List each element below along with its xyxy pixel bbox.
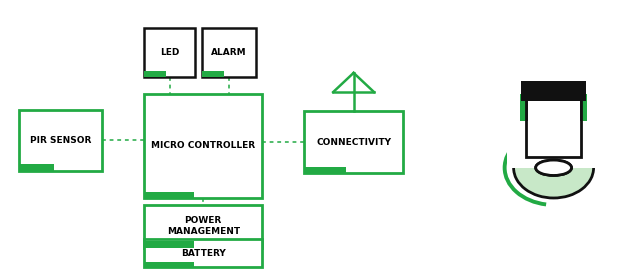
FancyBboxPatch shape [202,28,256,77]
FancyBboxPatch shape [581,94,588,160]
Text: CONNECTIVITY: CONNECTIVITY [316,138,391,147]
Circle shape [536,160,572,175]
FancyBboxPatch shape [144,262,194,267]
FancyBboxPatch shape [304,167,346,173]
Text: ALARM: ALARM [211,48,246,57]
Text: LED: LED [160,48,179,57]
FancyBboxPatch shape [144,205,262,248]
Text: POWER
MANAGEMENT: POWER MANAGEMENT [166,216,240,236]
FancyBboxPatch shape [144,239,262,267]
FancyBboxPatch shape [202,71,225,77]
FancyBboxPatch shape [526,96,581,157]
FancyBboxPatch shape [507,121,600,168]
FancyBboxPatch shape [520,94,526,160]
Ellipse shape [514,138,594,198]
FancyBboxPatch shape [304,111,403,173]
FancyBboxPatch shape [144,94,262,198]
FancyBboxPatch shape [19,110,102,170]
FancyBboxPatch shape [144,28,195,77]
FancyBboxPatch shape [19,164,54,170]
Circle shape [536,160,572,175]
FancyBboxPatch shape [144,241,194,248]
Text: PIR SENSOR: PIR SENSOR [30,136,92,145]
FancyBboxPatch shape [144,192,194,198]
FancyBboxPatch shape [521,81,586,101]
Text: MICRO CONTROLLER: MICRO CONTROLLER [151,141,255,150]
Text: BATTERY: BATTERY [181,249,225,257]
FancyBboxPatch shape [144,71,166,77]
